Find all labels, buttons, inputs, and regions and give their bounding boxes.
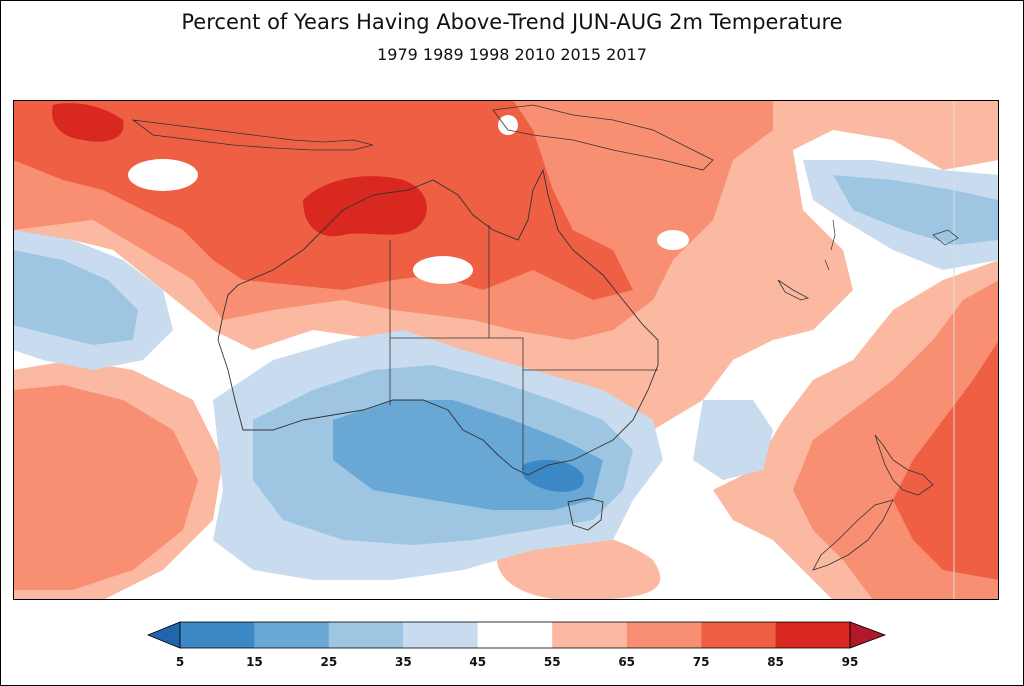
region-warm-sw-65 xyxy=(13,385,198,590)
coastline-fiji xyxy=(932,229,959,246)
warm-hole-3 xyxy=(657,230,689,250)
map-panel xyxy=(13,100,999,600)
region-warm-85-nw xyxy=(52,103,124,142)
colorbar-tick-label: 95 xyxy=(842,655,859,669)
region-warm-85 xyxy=(303,176,427,237)
colorbar-segment xyxy=(477,622,553,648)
colorbar-over-arrow xyxy=(849,621,887,649)
colorbar-under-arrow xyxy=(146,621,181,649)
colorbar-segment xyxy=(626,622,702,648)
chart-subtitle: 1979 1989 1998 2010 2015 2017 xyxy=(377,45,647,64)
region-cool-5 xyxy=(521,459,584,492)
coastline-new-zealand-south xyxy=(812,499,894,571)
coastline-australia xyxy=(217,168,659,476)
colorbar-segment xyxy=(701,622,776,648)
colorbar-tick-label: 55 xyxy=(544,655,561,669)
colorbar-tick-label: 75 xyxy=(693,655,710,669)
warm-hole-4 xyxy=(498,115,518,135)
coastline-vanuatu xyxy=(824,219,836,271)
region-cool-pacific xyxy=(693,400,773,480)
colorbar-outline xyxy=(179,621,851,649)
colorbar-segment xyxy=(403,622,478,648)
coastline-new-zealand-north xyxy=(874,434,934,496)
colorbar-segment xyxy=(180,622,255,648)
warm-hole-2 xyxy=(413,256,473,284)
warm-hole-1 xyxy=(128,159,198,191)
colorbar-tick-label: 35 xyxy=(395,655,412,669)
region-cool-west-25 xyxy=(13,250,138,345)
map-border xyxy=(13,100,999,600)
region-cool-ne-25 xyxy=(833,175,999,245)
colorbar-tick-label: 5 xyxy=(176,655,184,669)
colorbar: 5 15 25 35 45 55 65 75 85 95 xyxy=(146,621,887,669)
colorbar-tick-label: 25 xyxy=(321,655,338,669)
colorbar-tick-label: 15 xyxy=(246,655,263,669)
colorbar-tick-label: 65 xyxy=(618,655,635,669)
coastline-tasmania xyxy=(567,497,604,531)
colorbar-tick-label: 45 xyxy=(469,655,486,669)
colorbar-segment xyxy=(552,622,627,648)
coastline-new-caledonia xyxy=(777,279,810,301)
colorbar-segment xyxy=(775,622,850,648)
colorbar-segment xyxy=(254,622,329,648)
colorbar-tick-label: 85 xyxy=(767,655,784,669)
colorbar-segment xyxy=(328,622,404,648)
state-border-sa xyxy=(489,337,524,470)
coastline-new-guinea xyxy=(492,104,714,171)
chart-title: Percent of Years Having Above-Trend JUN-… xyxy=(181,10,843,34)
region-warm-east-75 xyxy=(893,340,999,580)
coastline-indonesia xyxy=(131,119,374,151)
